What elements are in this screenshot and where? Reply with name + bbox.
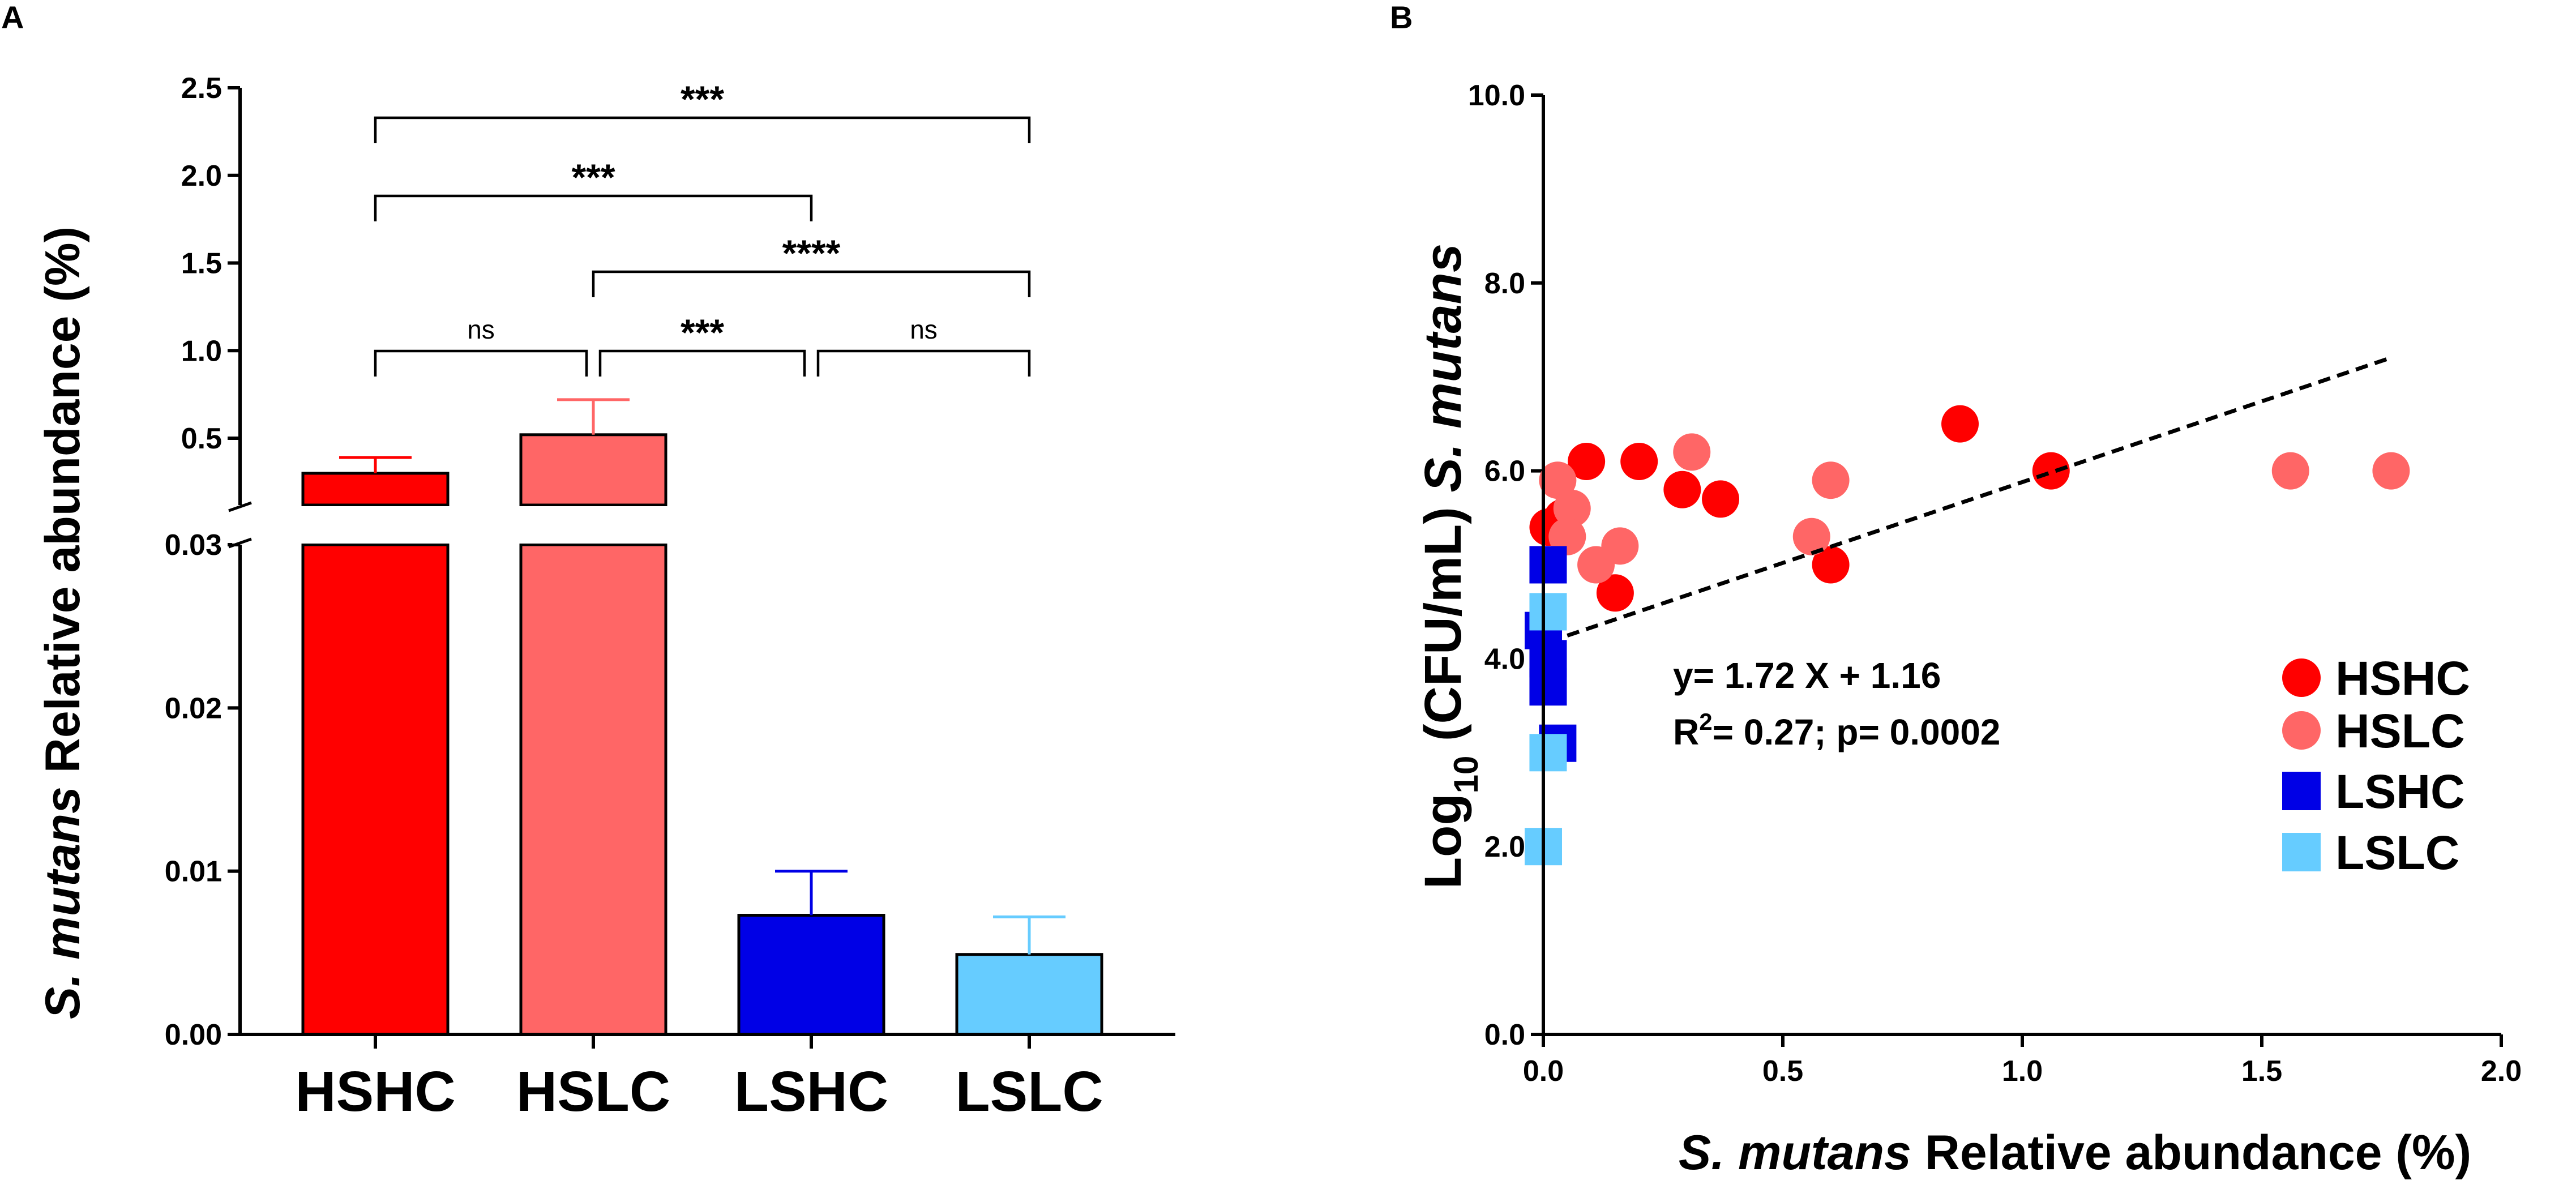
data-point-lshc <box>1529 668 1567 706</box>
legend-marker-hslc <box>2282 711 2321 750</box>
y-tick-label: 0.5 <box>181 422 222 455</box>
regression-statistics: R2= 0.27; p= 0.0002 <box>1673 708 2000 752</box>
data-point-lshc <box>1529 546 1567 584</box>
x-tick-label: HSLC <box>516 1060 670 1123</box>
y-tick-label: 2.5 <box>181 72 222 105</box>
panel-b-axes <box>1542 95 2501 1036</box>
data-point-hslc <box>1539 461 1577 499</box>
significance-bracket <box>374 116 1031 143</box>
axis-break-mark <box>228 501 252 512</box>
significance-bracket <box>598 349 806 377</box>
y-tick-label: 0.01 <box>165 856 222 888</box>
data-point-hslc <box>1601 527 1639 565</box>
legend-label-lshc: LSHC <box>2335 765 2465 818</box>
y-tick-label: 0.03 <box>165 529 222 562</box>
legend-marker-lslc <box>2282 833 2321 871</box>
svg-text:Log10 (CFU/mL) S. mutans: Log10 (CFU/mL) S. mutans <box>1414 243 1485 889</box>
data-point-hshc <box>1941 405 1979 443</box>
panel-a: A S. mutans Relative abundance (%) 0.5 1.… <box>1 0 1183 1123</box>
x-tick-label: 1.5 <box>2241 1055 2282 1088</box>
legend-marker-hshc <box>2282 658 2321 697</box>
y-tick-label: 0.02 <box>165 692 222 725</box>
x-tick-label: 1.0 <box>2002 1055 2043 1088</box>
y-label-species: S. mutans <box>36 786 90 1019</box>
x-tick-label: 2.0 <box>2481 1055 2522 1088</box>
bar <box>519 543 667 1036</box>
data-point-hslc <box>1673 433 1711 471</box>
svg-text:S. mutans Relative abundance (: S. mutans Relative abundance (%) <box>36 226 90 1019</box>
y-tick-label: 6.0 <box>1484 455 1525 488</box>
data-point-lslc <box>1529 593 1567 631</box>
panel-b-y-axis-label: Log10 (CFU/mL) S. mutans <box>1414 243 1485 889</box>
y-tick-label: 0.00 <box>165 1019 222 1051</box>
panel-a-y-axis-label: S. mutans Relative abundance (%) <box>36 226 90 1019</box>
y-tick-label: 4.0 <box>1484 643 1525 675</box>
data-point-hslc <box>1553 489 1591 527</box>
significance-bracket <box>816 349 1031 377</box>
y-tick-label: 1.5 <box>181 247 222 280</box>
data-point-hslc <box>2271 452 2309 490</box>
data-point-hslc <box>1792 517 1830 555</box>
data-point-hshc <box>1702 480 1740 518</box>
axis-break <box>232 506 1183 544</box>
significance-label: ns <box>910 315 938 344</box>
significance-bracket <box>374 194 813 221</box>
bar <box>301 472 450 507</box>
significance-label: *** <box>571 156 615 198</box>
significance-bracket <box>592 270 1031 297</box>
significance-bracket <box>374 349 588 377</box>
regression-line <box>1567 356 2392 638</box>
data-point-hshc <box>1812 546 1850 584</box>
y-tick-label: 0.0 <box>1484 1019 1525 1051</box>
bar <box>737 914 885 1036</box>
y-tick-label: 10.0 <box>1468 79 1525 112</box>
axis-break-mark <box>228 537 252 549</box>
regression-equation: y= 1.72 X + 1.16 <box>1673 655 1941 696</box>
panel-a-axes <box>238 545 1175 1036</box>
x-tick-label: 0.0 <box>1523 1055 1564 1088</box>
data-point-hslc <box>1812 461 1850 499</box>
bar <box>519 433 667 507</box>
y-tick-label: 1.0 <box>181 335 222 367</box>
y-label-rest: Relative abundance (%) <box>36 226 90 786</box>
data-point-hshc <box>2032 452 2070 490</box>
panel-a-letter: A <box>1 0 24 35</box>
x-tick-label: LSLC <box>955 1060 1103 1123</box>
x-tick-label: 0.5 <box>1762 1055 1803 1088</box>
x-tick-label: HSHC <box>295 1060 455 1123</box>
panel-b: B Log10 (CFU/mL) S. mutans S. mutans Rel… <box>1390 0 2522 1180</box>
y-tick-label: 2.0 <box>181 160 222 193</box>
data-point-hslc <box>2372 452 2410 490</box>
y-tick-label: 2.0 <box>1484 831 1525 863</box>
panel-b-x-axis-label: S. mutans Relative abundance (%) <box>1679 1126 2471 1180</box>
data-point-hshc <box>1568 443 1606 481</box>
x-tick-label: LSHC <box>734 1060 888 1123</box>
legend-marker-lshc <box>2282 772 2321 810</box>
data-point-hslc <box>1548 517 1586 555</box>
significance-label: ns <box>467 315 495 344</box>
legend-label-hslc: HSLC <box>2335 704 2465 758</box>
data-point-hshc <box>1596 574 1634 612</box>
legend-label-lslc: LSLC <box>2335 826 2459 879</box>
significance-label: **** <box>782 232 841 274</box>
legend-label-hshc: HSHC <box>2335 652 2470 705</box>
data-point-hshc <box>1620 443 1658 481</box>
significance-label: *** <box>681 78 724 120</box>
data-point-lslc <box>1529 734 1567 772</box>
data-point-hshc <box>1663 471 1701 508</box>
bar <box>301 543 450 1036</box>
y-tick-label: 8.0 <box>1484 267 1525 300</box>
bar <box>955 953 1103 1036</box>
significance-label: *** <box>681 311 724 353</box>
panel-b-letter: B <box>1390 0 1413 35</box>
